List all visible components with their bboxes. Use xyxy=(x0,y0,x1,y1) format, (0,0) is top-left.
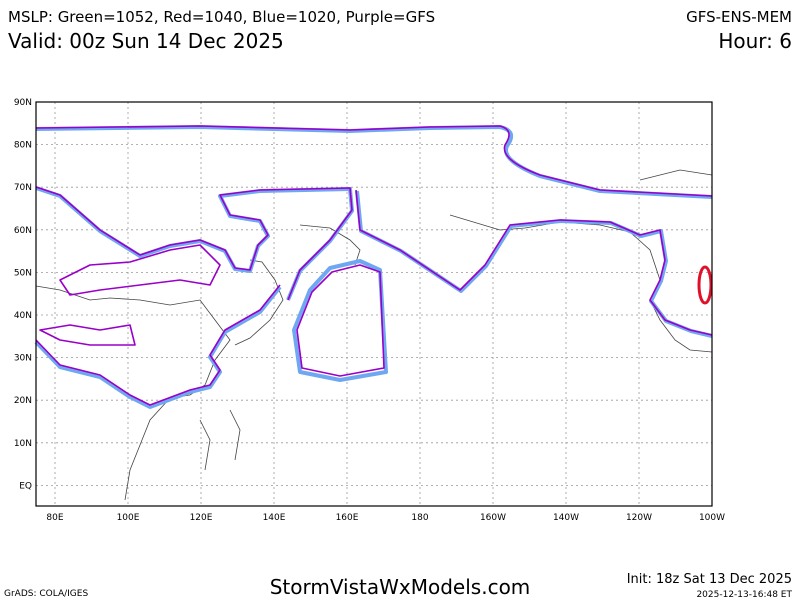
map-border xyxy=(35,101,713,507)
coast xyxy=(199,409,241,471)
lat-label: 90N xyxy=(14,98,32,108)
timestamp: 2025-12-13-16:48 ET xyxy=(696,590,792,600)
contour-member xyxy=(292,259,388,382)
title: MSLP: Green=1052, Red=1040, Blue=1020, P… xyxy=(8,8,435,26)
map: 90N 80N 70N 60N 50N 40N 30N 20N 10N EQ 80E 100E 120E… xyxy=(14,98,725,523)
lon-label: 160E xyxy=(336,513,359,523)
lon-label: 140W xyxy=(553,513,579,523)
contour-gfs xyxy=(296,264,385,377)
init-time: Init: 18z Sat 13 Dec 2025 xyxy=(627,572,792,587)
lat-label: 50N xyxy=(14,268,32,278)
coast xyxy=(449,214,713,353)
lat-label: 30N xyxy=(14,354,32,364)
contours xyxy=(34,125,713,409)
lon-label: 160W xyxy=(480,513,506,523)
lon-label: 180 xyxy=(411,513,428,523)
lat-label: 60N xyxy=(14,226,32,236)
contour-high xyxy=(697,265,713,305)
contour-gfs xyxy=(39,324,136,346)
contour-member xyxy=(34,285,282,409)
lat-label: 40N xyxy=(14,311,32,321)
lat-label: EQ xyxy=(19,481,32,491)
lat-label: 80N xyxy=(14,141,32,151)
lon-label: 120E xyxy=(190,513,213,523)
lon-label: 100W xyxy=(699,513,725,523)
contour-gfs xyxy=(35,284,281,406)
contour-gfs xyxy=(35,186,353,301)
contour-gfs xyxy=(35,125,713,197)
site: StormVistaWxModels.com xyxy=(270,575,531,599)
map-frame xyxy=(36,102,712,506)
contour-gfs xyxy=(355,189,713,336)
credit: GrADS: COLA/IGES xyxy=(4,589,88,599)
contour-gfs xyxy=(59,244,221,296)
lon-label: 120W xyxy=(626,513,652,523)
grid xyxy=(36,102,712,506)
coast xyxy=(35,285,231,501)
coast xyxy=(299,224,361,266)
lon-label: 140E xyxy=(263,513,286,523)
axis-labels: 90N 80N 70N 60N 50N 40N 30N 20N 10N EQ 80E 100E 120E… xyxy=(14,98,725,523)
valid-time: Valid: 00z Sun 14 Dec 2025 xyxy=(8,29,284,53)
coastlines xyxy=(35,169,713,501)
lat-label: 10N xyxy=(14,439,32,449)
forecast-hour: Hour: 6 xyxy=(718,29,792,53)
lon-label: 100E xyxy=(117,513,140,523)
model: GFS-ENS-MEM xyxy=(686,8,792,26)
coast xyxy=(234,259,284,346)
lat-label: 70N xyxy=(14,183,32,193)
coast xyxy=(639,169,713,181)
lon-label: 80E xyxy=(46,513,63,523)
lat-label: 20N xyxy=(14,396,32,406)
